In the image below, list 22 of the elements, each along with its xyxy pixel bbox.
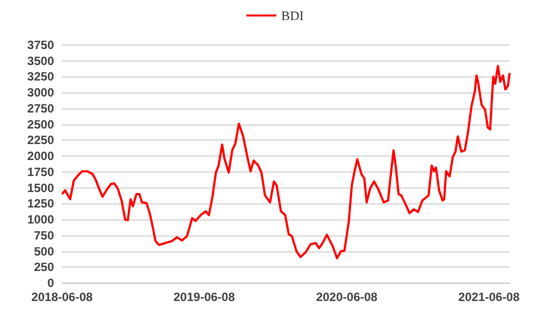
y-tick-label: 3750 bbox=[27, 38, 54, 52]
x-tick-label: 2021-06-08 bbox=[458, 290, 520, 304]
y-tick-label: 2000 bbox=[27, 149, 54, 164]
y-tick-label: 3500 bbox=[27, 54, 54, 68]
line-series bbox=[60, 64, 511, 260]
x-tick-label: 2018-06-08 bbox=[31, 290, 94, 304]
y-tick-label: 2500 bbox=[27, 117, 54, 132]
x-tick-label: 2020-06-08 bbox=[316, 290, 378, 304]
x-tick-label: 2019-06-08 bbox=[173, 290, 236, 304]
y-tick-label: 2750 bbox=[27, 101, 54, 116]
y-tick-label: 3250 bbox=[27, 70, 54, 84]
y-tick-label: 1500 bbox=[27, 180, 54, 195]
y-tick-label: 750 bbox=[34, 228, 54, 242]
y-tick-label: 1250 bbox=[27, 196, 54, 211]
y-tick-label: 1750 bbox=[27, 164, 54, 179]
y-tick-label: 250 bbox=[34, 260, 54, 274]
y-tick-label: 2250 bbox=[27, 133, 54, 148]
y-tick-label: 3000 bbox=[27, 86, 54, 100]
y-tick-label: 1000 bbox=[27, 212, 54, 227]
legend-label: BDI bbox=[281, 8, 304, 23]
y-tick-label: 500 bbox=[34, 244, 54, 258]
y-tick-label: 0 bbox=[47, 276, 54, 290]
